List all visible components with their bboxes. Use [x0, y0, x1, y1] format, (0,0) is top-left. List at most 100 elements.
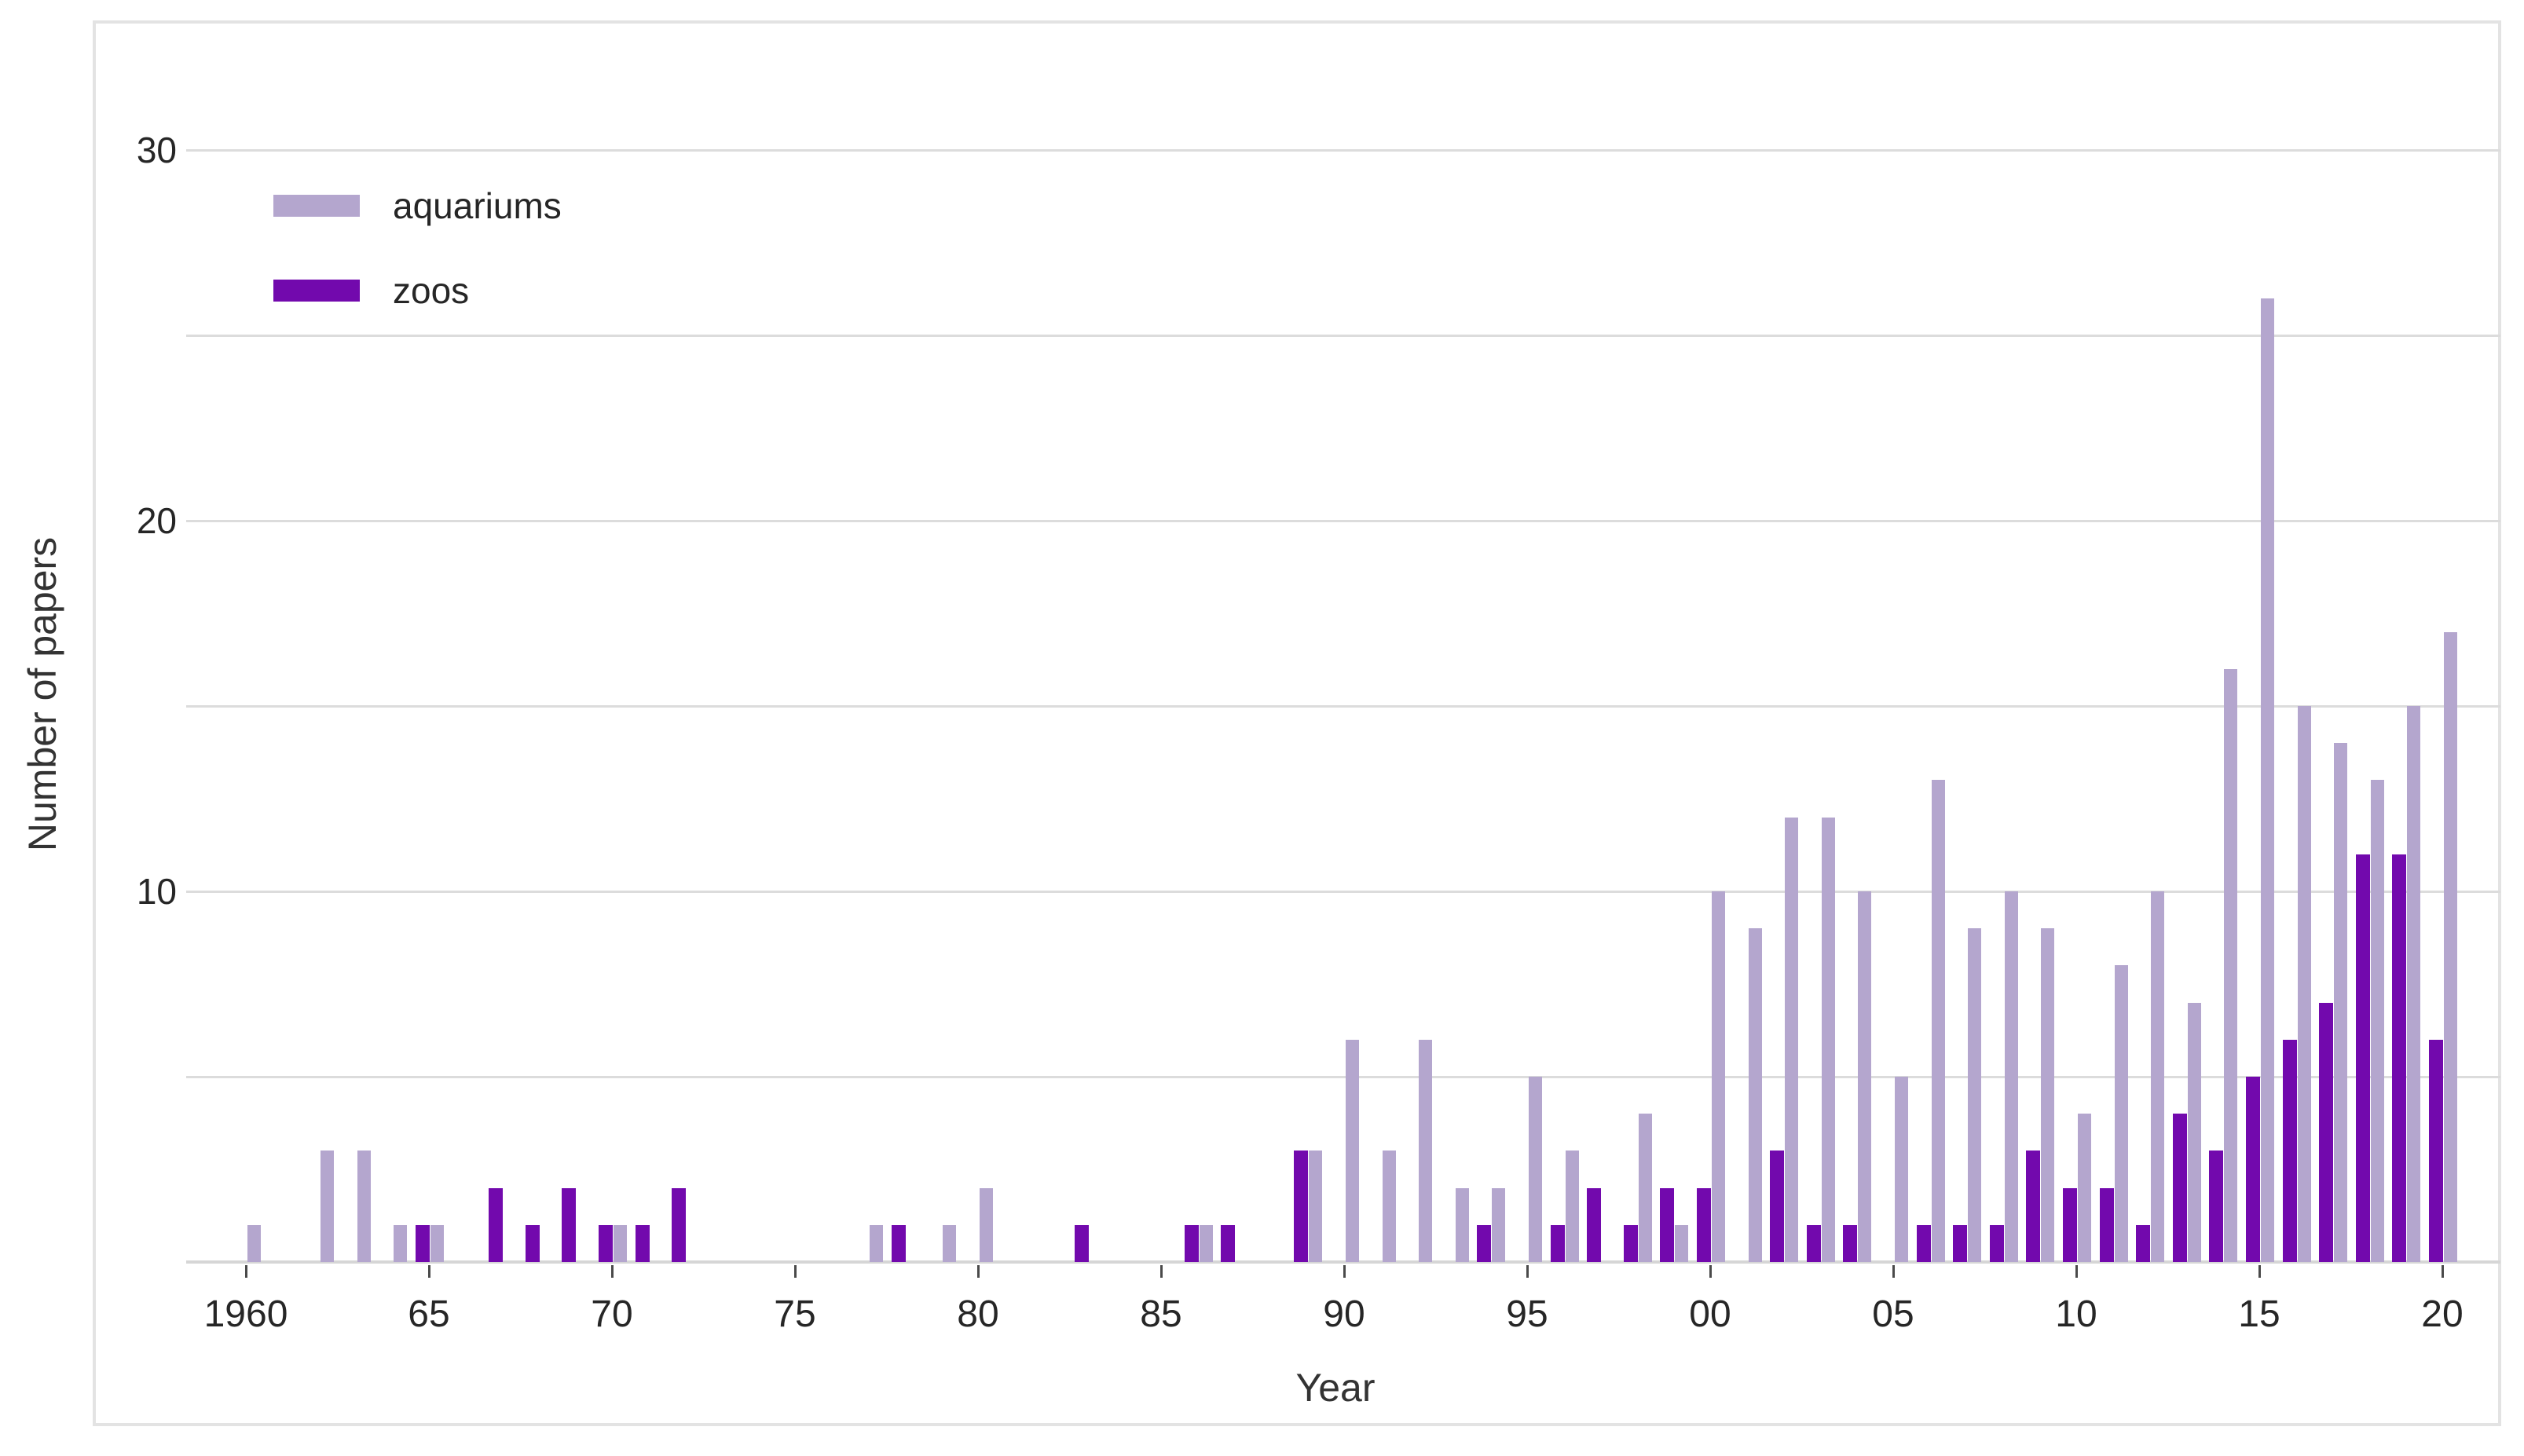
legend-label-zoos: zoos [393, 270, 470, 311]
bar-aquariums-2008 [2004, 891, 2018, 1262]
bar-zoos-1970 [599, 1224, 613, 1262]
y-axis-title: Number of papers [20, 536, 64, 852]
x-tick-mark-1965 [428, 1265, 430, 1278]
x-axis-line [186, 1260, 2500, 1264]
bar-zoos-2000 [1697, 1187, 1711, 1262]
bar-aquariums-2007 [1968, 928, 1982, 1262]
bar-aquariums-1998 [1638, 1114, 1652, 1262]
bar-aquariums-1977 [870, 1224, 884, 1262]
bar-aquariums-2016 [2297, 706, 2311, 1262]
legend-swatch-zoos [273, 280, 360, 302]
bar-zoos-1983 [1074, 1224, 1089, 1262]
x-tick-label-1985: 85 [1140, 1293, 1182, 1335]
gridline-y30 [186, 149, 2500, 152]
bar-aquariums-1980 [980, 1187, 993, 1262]
x-tick-mark-2005 [1892, 1265, 1895, 1278]
bar-aquariums-1962 [321, 1151, 335, 1262]
bar-aquariums-1991 [1382, 1151, 1396, 1262]
bar-zoos-2016 [2282, 1039, 2297, 1262]
gridline-y20 [186, 520, 2500, 522]
bar-zoos-1997 [1587, 1187, 1602, 1262]
bar-aquariums-1970 [614, 1224, 627, 1262]
bar-aquariums-1992 [1419, 1039, 1433, 1262]
bar-aquariums-2005 [1895, 1077, 1908, 1262]
x-tick-label-1990: 90 [1323, 1293, 1365, 1335]
bar-zoos-2004 [1843, 1224, 1858, 1262]
x-tick-label-2010: 10 [2055, 1293, 2097, 1335]
bar-zoos-2007 [1953, 1224, 1968, 1262]
bar-aquariums-1960 [247, 1224, 261, 1262]
x-tick-label-2020: 20 [2421, 1293, 2464, 1335]
bar-zoos-2014 [2209, 1151, 2224, 1262]
bar-zoos-2018 [2355, 854, 2370, 1262]
gridline-y25 [186, 335, 2500, 337]
bar-aquariums-2002 [1785, 817, 1799, 1262]
x-axis-title: Year [1295, 1366, 1376, 1410]
bar-aquariums-2001 [1748, 928, 1762, 1262]
bar-zoos-1972 [672, 1187, 687, 1262]
x-tick-label-1970: 70 [591, 1293, 633, 1335]
bar-zoos-2006 [1916, 1224, 1931, 1262]
x-tick-label-2015: 15 [2238, 1293, 2280, 1335]
bar-aquariums-1964 [394, 1224, 408, 1262]
bar-aquariums-2015 [2261, 298, 2274, 1262]
x-tick-mark-1960 [245, 1265, 247, 1278]
bar-aquariums-1989 [1309, 1151, 1323, 1262]
bar-aquariums-1999 [1675, 1224, 1689, 1262]
bar-zoos-1971 [635, 1224, 650, 1262]
bar-aquariums-2011 [2114, 965, 2128, 1262]
bar-zoos-2013 [2172, 1114, 2187, 1262]
x-tick-mark-2020 [2442, 1265, 2444, 1278]
bar-aquariums-2013 [2187, 1002, 2201, 1262]
bar-zoos-2015 [2246, 1077, 2260, 1262]
bar-aquariums-2006 [1931, 780, 1945, 1262]
bar-zoos-2020 [2429, 1039, 2443, 1262]
bar-aquariums-2014 [2224, 668, 2238, 1262]
bar-zoos-1994 [1477, 1224, 1492, 1262]
legend-swatch-aquariums [273, 195, 360, 217]
bar-aquariums-2017 [2334, 743, 2348, 1262]
x-tick-mark-1975 [794, 1265, 797, 1278]
bar-aquariums-1993 [1455, 1187, 1469, 1262]
x-tick-label-1995: 95 [1506, 1293, 1548, 1335]
bar-aquariums-1995 [1529, 1077, 1542, 1262]
x-tick-mark-1980 [977, 1265, 980, 1278]
x-tick-mark-2015 [2258, 1265, 2261, 1278]
bar-zoos-2010 [2063, 1187, 2077, 1262]
bar-aquariums-1986 [1199, 1224, 1213, 1262]
bar-aquariums-2012 [2151, 891, 2165, 1262]
bar-aquariums-1965 [430, 1224, 444, 1262]
bar-zoos-2017 [2319, 1002, 2334, 1262]
gridline-y5 [186, 1076, 2500, 1078]
x-tick-label-1980: 80 [957, 1293, 999, 1335]
bar-zoos-1978 [891, 1224, 906, 1262]
bar-aquariums-2009 [2041, 928, 2055, 1262]
y-tick-label-30: 30 [136, 130, 177, 170]
bar-zoos-2011 [2099, 1187, 2114, 1262]
x-tick-label-2000: 00 [1689, 1293, 1731, 1335]
bar-zoos-1965 [416, 1224, 430, 1262]
bar-zoos-2003 [1806, 1224, 1821, 1262]
gridline-y10 [186, 891, 2500, 893]
bar-zoos-2002 [1770, 1151, 1785, 1262]
x-tick-label-2005: 05 [1872, 1293, 1914, 1335]
x-tick-label-1965: 65 [408, 1293, 450, 1335]
legend-label-aquariums: aquariums [393, 185, 562, 226]
bar-zoos-2012 [2136, 1224, 2151, 1262]
bar-zoos-2019 [2392, 854, 2407, 1262]
bar-zoos-1986 [1184, 1224, 1199, 1262]
x-tick-mark-1970 [611, 1265, 614, 1278]
x-tick-mark-1990 [1343, 1265, 1346, 1278]
y-tick-label-20: 20 [136, 500, 177, 541]
x-tick-mark-1995 [1526, 1265, 1529, 1278]
bar-aquariums-1996 [1565, 1151, 1579, 1262]
bar-zoos-1987 [1221, 1224, 1236, 1262]
x-tick-label-1975: 75 [774, 1293, 816, 1335]
bar-zoos-2009 [2026, 1151, 2041, 1262]
bar-zoos-1999 [1660, 1187, 1675, 1262]
bar-zoos-1968 [525, 1224, 540, 1262]
bar-aquariums-1990 [1346, 1039, 1359, 1262]
x-tick-mark-2010 [2075, 1265, 2078, 1278]
x-tick-mark-2000 [1709, 1265, 1712, 1278]
